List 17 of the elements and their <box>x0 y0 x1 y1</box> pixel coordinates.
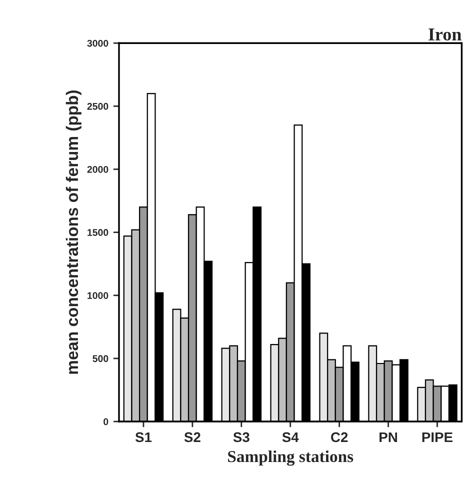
x-tick-label: C2 <box>331 432 348 442</box>
x-tick-label: S4 <box>282 432 299 442</box>
x-axis-title: Sampling stations <box>228 450 354 466</box>
x-tick-label: S1 <box>135 432 152 442</box>
x-tick-label: S3 <box>233 432 250 442</box>
y-tick-label: 1000 <box>88 292 108 299</box>
y-tick-label: 2000 <box>87 166 108 173</box>
x-tick-label: PIPE <box>422 432 453 442</box>
y-tick-label: 0 <box>104 418 108 426</box>
y-tick-label: 1500 <box>88 229 108 236</box>
y-tick-label: 500 <box>92 355 108 362</box>
chart-title: Iron <box>428 28 462 41</box>
x-tick-label: S2 <box>184 432 200 442</box>
y-tick-label: 3000 <box>87 40 108 47</box>
y-tick-label: 2500 <box>87 102 108 110</box>
x-tick-label: PN <box>380 432 397 442</box>
y-axis-title: mean concentrations of ferum (ppb) <box>66 90 82 374</box>
